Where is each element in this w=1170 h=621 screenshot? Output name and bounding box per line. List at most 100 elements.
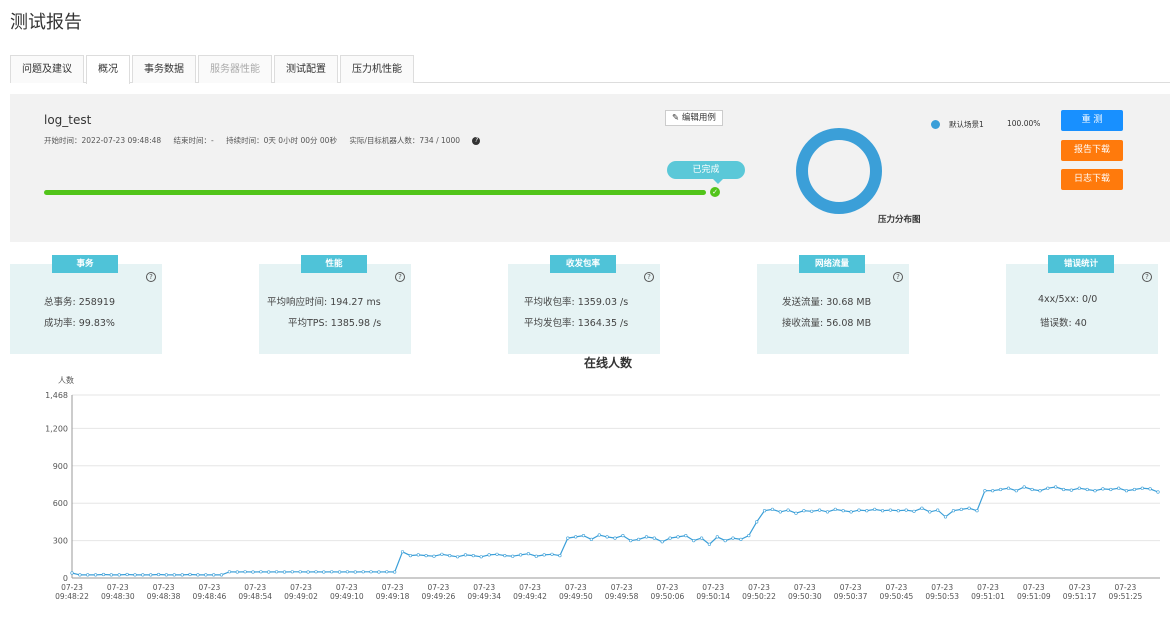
data-point bbox=[275, 570, 279, 574]
data-point bbox=[644, 535, 649, 539]
data-point bbox=[164, 573, 168, 577]
x-tick-label: 09:51:17 bbox=[1063, 592, 1097, 601]
data-point bbox=[416, 553, 420, 557]
x-tick-date: 07-23 bbox=[107, 583, 129, 592]
x-tick-label: 09:48:46 bbox=[193, 592, 227, 601]
tab-transactions[interactable]: 事务数据 bbox=[132, 55, 196, 83]
edit-case-label: 编辑用例 bbox=[681, 113, 716, 123]
help-icon[interactable]: ? bbox=[644, 272, 654, 282]
data-point bbox=[762, 509, 767, 513]
y-tick-label: 300 bbox=[53, 537, 68, 546]
data-point bbox=[629, 539, 633, 543]
tab-server-performance[interactable]: 服务器性能 bbox=[198, 55, 272, 83]
data-point bbox=[133, 573, 137, 577]
x-tick-date: 07-23 bbox=[886, 583, 908, 592]
data-point bbox=[833, 507, 837, 511]
machine-count-text: 实际/目标机器人数：734 / 1000 bbox=[349, 136, 461, 145]
tab-load-machine-performance[interactable]: 压力机性能 bbox=[340, 55, 414, 83]
data-point bbox=[1148, 487, 1152, 491]
pencil-icon: ✎ bbox=[672, 113, 680, 123]
x-tick-label: 09:51:01 bbox=[971, 592, 1005, 601]
data-point bbox=[967, 506, 971, 510]
data-point bbox=[212, 573, 216, 577]
data-point bbox=[259, 570, 263, 574]
tab-overview[interactable]: 概况 bbox=[86, 55, 130, 84]
help-icon[interactable]: ? bbox=[395, 272, 405, 282]
data-point bbox=[235, 570, 239, 574]
help-icon[interactable]: ? bbox=[1142, 272, 1152, 282]
x-tick-label: 09:50:30 bbox=[788, 592, 822, 601]
data-point bbox=[1069, 488, 1073, 492]
x-tick-label: 09:51:09 bbox=[1017, 592, 1051, 601]
data-point bbox=[943, 515, 948, 519]
data-point bbox=[534, 554, 538, 558]
data-point bbox=[975, 509, 979, 513]
help-icon[interactable]: ? bbox=[146, 272, 156, 282]
data-point bbox=[692, 539, 696, 543]
edit-case-button[interactable]: ✎ 编辑用例 bbox=[665, 110, 723, 126]
tab-test-config[interactable]: 测试配置 bbox=[274, 55, 338, 83]
data-point bbox=[810, 509, 814, 513]
data-point bbox=[825, 510, 830, 514]
y-tick-label: 1,200 bbox=[45, 424, 68, 433]
stat-line: 发送流量: 30.68 MB bbox=[782, 297, 872, 308]
data-point bbox=[542, 553, 546, 557]
stat-card-performance: 性能 ? 平均响应时间: 194.27 ms 平均TPS: 1385.98 /s bbox=[259, 255, 411, 354]
data-point bbox=[1061, 487, 1066, 492]
x-tick-label: 09:50:53 bbox=[925, 592, 959, 601]
x-tick-date: 07-23 bbox=[1069, 583, 1091, 592]
data-point bbox=[998, 487, 1003, 492]
data-point bbox=[747, 534, 751, 538]
data-point bbox=[353, 570, 357, 574]
x-tick-label: 09:50:37 bbox=[834, 592, 868, 601]
stat-tag: 收发包率 bbox=[550, 255, 616, 273]
data-point bbox=[581, 534, 586, 538]
data-point bbox=[1022, 485, 1026, 489]
data-point bbox=[149, 573, 153, 577]
data-point bbox=[597, 533, 601, 537]
help-icon[interactable]: ? bbox=[893, 272, 903, 282]
download-report-button[interactable]: 报告下载 bbox=[1061, 140, 1123, 161]
y-axis-label: 人数 bbox=[58, 375, 74, 385]
y-tick-label: 600 bbox=[53, 499, 68, 508]
data-point bbox=[1054, 485, 1058, 489]
x-tick-date: 07-23 bbox=[1023, 583, 1045, 592]
data-point bbox=[920, 506, 924, 510]
stat-line: 4xx/5xx: 0/0 bbox=[1038, 294, 1098, 305]
data-point bbox=[983, 489, 987, 493]
data-point bbox=[526, 552, 531, 556]
x-tick-label: 09:49:58 bbox=[605, 592, 639, 601]
donut-title: 压力分布图 bbox=[878, 215, 921, 225]
data-point bbox=[109, 573, 113, 577]
data-point bbox=[755, 520, 759, 524]
download-log-button[interactable]: 日志下载 bbox=[1061, 169, 1123, 190]
data-point bbox=[936, 508, 940, 512]
data-point bbox=[865, 509, 869, 513]
data-point bbox=[888, 508, 893, 512]
x-tick-label: 09:48:54 bbox=[238, 592, 272, 601]
data-point bbox=[314, 570, 318, 574]
data-point bbox=[707, 542, 712, 546]
data-point bbox=[495, 552, 499, 556]
end-time: 结束时间：- bbox=[173, 136, 214, 145]
data-point bbox=[70, 571, 74, 575]
data-point bbox=[377, 570, 381, 574]
x-tick-label: 09:49:50 bbox=[559, 592, 593, 601]
data-point bbox=[802, 509, 806, 513]
data-point bbox=[621, 534, 625, 538]
data-point bbox=[385, 570, 389, 574]
stat-tag: 网络流量 bbox=[799, 255, 865, 273]
x-tick-label: 09:49:10 bbox=[330, 592, 364, 601]
data-point bbox=[487, 553, 491, 557]
data-point bbox=[180, 573, 184, 577]
chart-title: 在线人数 bbox=[584, 355, 633, 370]
tab-issues[interactable]: 问题及建议 bbox=[10, 55, 84, 83]
x-tick-label: 09:50:06 bbox=[651, 592, 685, 601]
help-icon[interactable]: ? bbox=[472, 137, 481, 145]
rerun-button[interactable]: 重 测 bbox=[1061, 110, 1123, 131]
data-point bbox=[1101, 487, 1105, 491]
summary-panel: log_test 开始时间：2022-07-23 09:48:48 结束时间：-… bbox=[10, 94, 1170, 242]
stat-line: 错误数: 40 bbox=[1040, 318, 1087, 329]
data-point bbox=[93, 573, 98, 577]
data-point bbox=[432, 554, 436, 558]
